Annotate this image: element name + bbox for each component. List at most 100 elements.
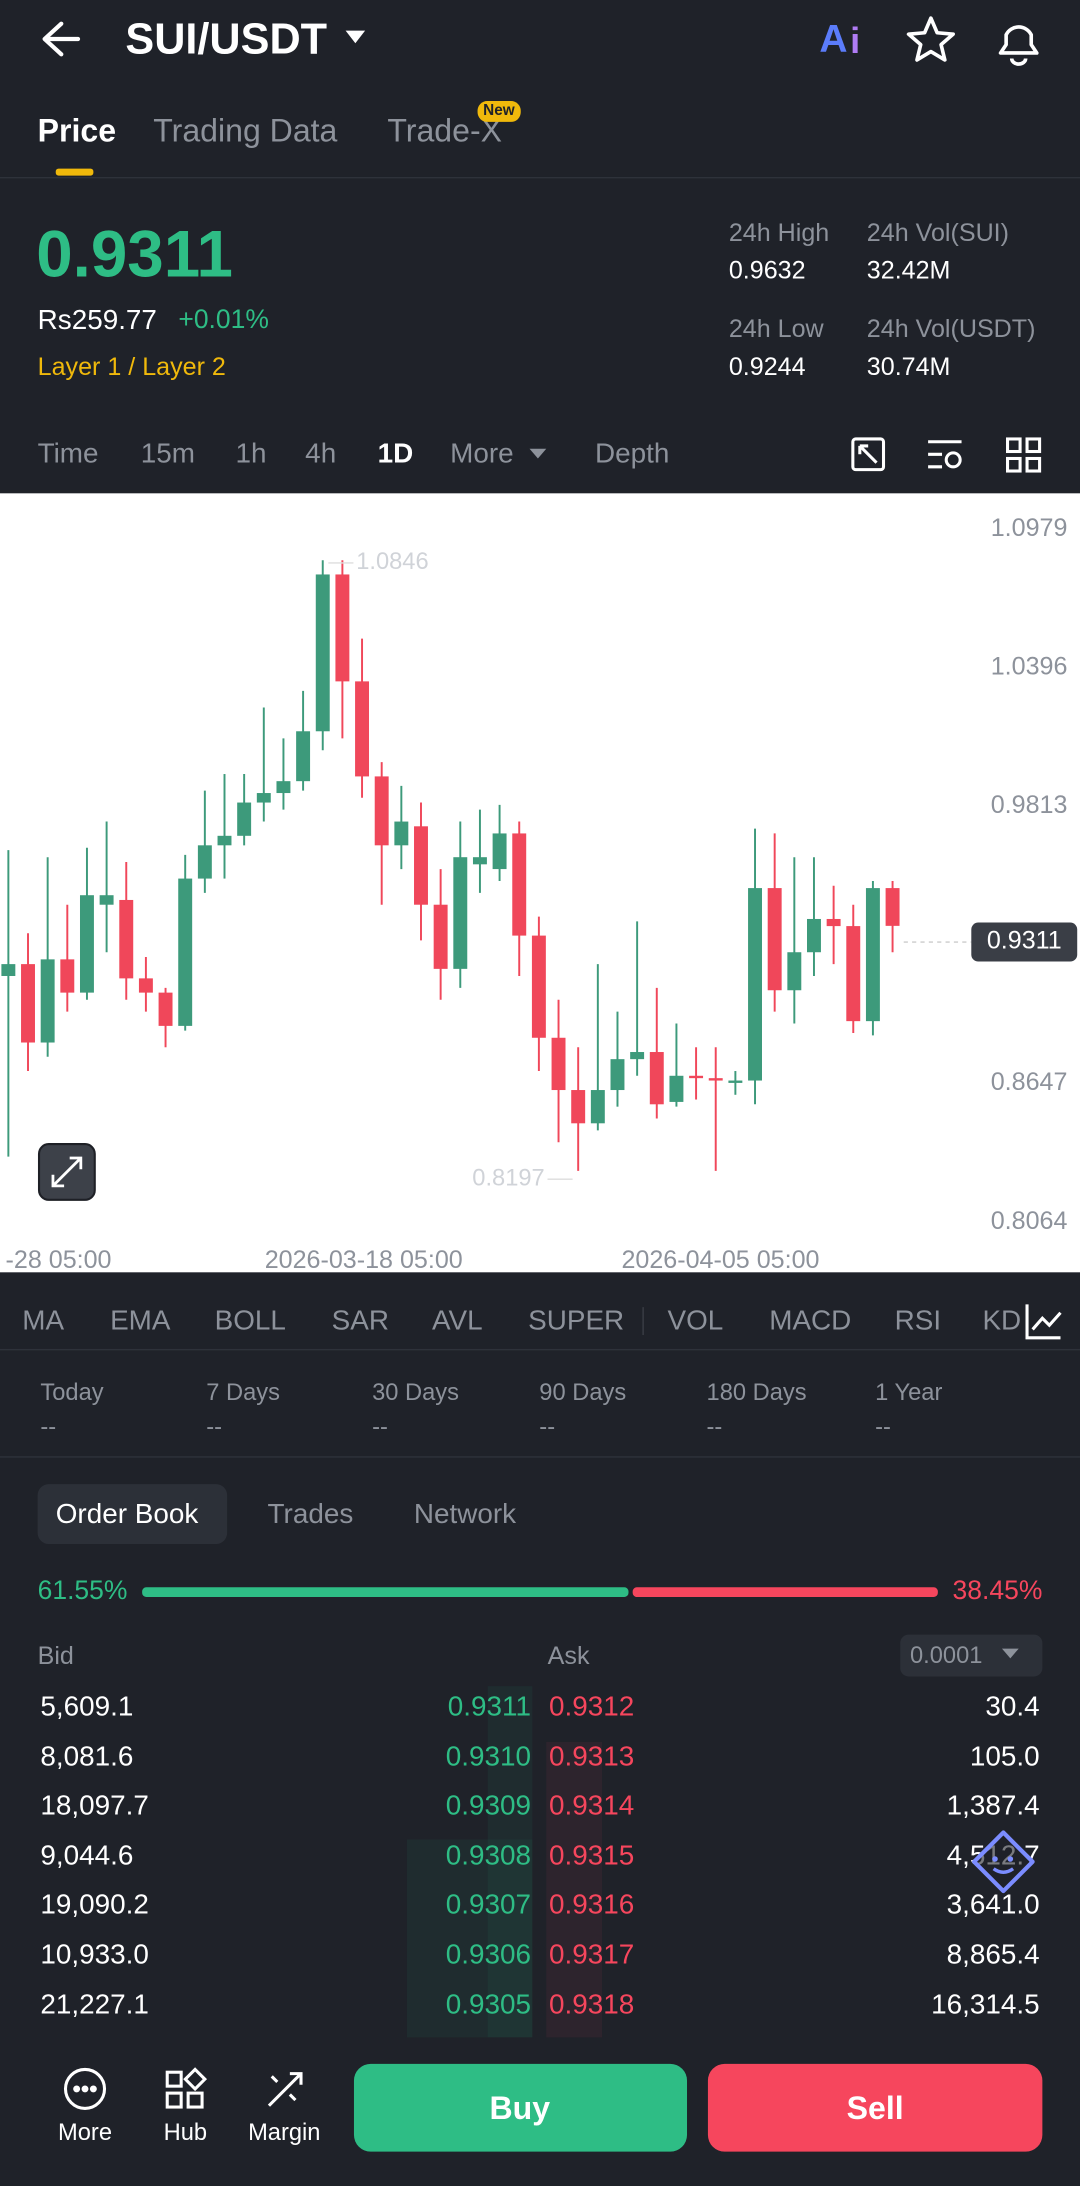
tab[interactable]: Trading Data (153, 112, 338, 149)
margin-icon[interactable] (267, 2072, 303, 2107)
bid-ratio-bar (142, 1587, 630, 1598)
candle-body (571, 1090, 586, 1124)
candle-body (689, 1075, 704, 1079)
hub-icon[interactable] (165, 2067, 208, 2109)
bid-depth (406, 1839, 533, 2038)
more-caret (529, 448, 547, 459)
new-badge: New (477, 101, 521, 122)
timeframe-option[interactable]: 1h (235, 438, 267, 470)
period-value: -- (706, 1413, 723, 1441)
book-tab[interactable]: Order Book (55, 1499, 199, 1531)
y-tick-label: 0.8064 (991, 1207, 1068, 1235)
y-tick-label: 1.0979 (991, 514, 1068, 542)
indicator-tab[interactable]: EMA (110, 1305, 171, 1337)
bid-price: 0.9308 (445, 1840, 531, 1872)
sector-tag[interactable]: Layer 1 / Layer 2 (37, 352, 226, 381)
tab[interactable]: Price (37, 112, 117, 149)
indicator-tab[interactable]: RSI (894, 1305, 942, 1337)
book-tab[interactable]: Trades (267, 1499, 354, 1531)
back-button[interactable] (42, 21, 81, 57)
indicator-tab[interactable]: MACD (769, 1305, 852, 1337)
candle-body (846, 926, 861, 1022)
header-icons: A i (42, 16, 1039, 66)
timeframe-option[interactable]: 1D (377, 438, 414, 470)
nav-icons (63, 2067, 303, 2110)
buy-label[interactable]: Buy (489, 2089, 551, 2126)
bid-price: 0.9306 (445, 1939, 531, 1971)
candle-body (315, 574, 330, 732)
candle-body (256, 793, 271, 803)
x-tick-label: -28 05:00 (6, 1246, 112, 1273)
notification-button[interactable] (998, 25, 1039, 66)
bid-header: Bid (37, 1641, 74, 1670)
buy-button[interactable] (353, 2063, 688, 2152)
ask-price: 0.9313 (549, 1741, 635, 1773)
nav-label[interactable]: More (58, 2118, 112, 2146)
indicator-tab[interactable]: AVL (432, 1305, 483, 1337)
nav-label[interactable]: Hub (163, 2118, 208, 2146)
timeframe-option[interactable]: 4h (305, 438, 337, 470)
indicator-chart-button[interactable] (1021, 1299, 1066, 1344)
indicator-tab[interactable]: KD (982, 1305, 1022, 1337)
candle-body (355, 681, 370, 777)
svg-text:A: A (819, 18, 847, 61)
candle-body (590, 1090, 605, 1124)
ask-quantity: 1,387.4 (946, 1790, 1040, 1822)
favorite-button[interactable] (906, 16, 955, 62)
pair-title[interactable]: SUI/USDT (125, 14, 328, 64)
candle-body (728, 1080, 743, 1083)
timeframe-option[interactable]: More (450, 438, 514, 470)
candle-body (826, 918, 841, 927)
sell-label[interactable]: Sell (846, 2089, 904, 2126)
layout-button[interactable] (1006, 437, 1042, 473)
indicator-tab[interactable]: BOLL (214, 1305, 286, 1337)
ask-quantity: 30.4 (985, 1691, 1040, 1723)
indicator-tab[interactable]: MA (22, 1305, 65, 1337)
low-annotation: 0.8197 (472, 1165, 544, 1191)
ask-quantity: 105.0 (969, 1741, 1040, 1773)
ask-ratio: 38.45% (952, 1576, 1043, 1607)
y-tick-label: 1.0396 (991, 653, 1068, 681)
more-icon[interactable] (63, 2067, 107, 2110)
book-tab[interactable]: Network (413, 1499, 517, 1531)
y-tick-label: 0.8647 (991, 1068, 1068, 1096)
candle-body (158, 992, 173, 1026)
bid-quantity: 10,933.0 (40, 1939, 149, 1971)
indicator-settings-button[interactable] (928, 440, 962, 469)
candlestick-chart[interactable]: 1.0979 1.0396 0.9813 0.8647 0.8064 -28 05:00 2… (0, 493, 1080, 1273)
precision-value[interactable]: 0.0001 (909, 1642, 983, 1669)
drawing-tool-button[interactable] (851, 437, 886, 472)
divider (0, 176, 1080, 179)
precision-selector[interactable] (900, 1634, 1043, 1677)
fullscreen-button[interactable] (37, 1143, 96, 1201)
candle-body (472, 857, 487, 865)
sell-button[interactable] (707, 2063, 1043, 2152)
timeframe-option[interactable]: Depth (595, 438, 670, 470)
candle-body (414, 826, 428, 905)
bid-price: 0.9311 (447, 1691, 531, 1723)
indicator-tab[interactable]: VOL (667, 1305, 724, 1337)
candle-body (197, 845, 212, 879)
period-value: -- (206, 1413, 223, 1441)
candle-body (610, 1059, 625, 1091)
timeframe-option[interactable]: 15m (140, 438, 195, 470)
ai-button[interactable]: A i (819, 18, 860, 61)
candle-body (40, 959, 55, 1043)
bid-quantity: 8,081.6 (40, 1741, 134, 1773)
candle-body (21, 964, 35, 1043)
indicator-tab[interactable]: SAR (331, 1305, 389, 1337)
candle-body (551, 1037, 566, 1091)
stat-value: 30.74M (866, 352, 951, 381)
candle-body (630, 1052, 645, 1060)
bid-depth (487, 1686, 533, 2038)
nav-label[interactable]: Margin (248, 2118, 321, 2146)
divider (0, 1348, 1080, 1351)
timeframe-option[interactable]: Time (37, 438, 99, 470)
indicator-tab[interactable]: SUPER (528, 1305, 625, 1337)
last-price-tag (971, 922, 1078, 962)
last-price: 0.9311 (36, 216, 233, 291)
pair-caret[interactable] (345, 30, 366, 44)
assistant-button[interactable] (967, 1826, 1039, 1898)
candle-body (119, 899, 134, 979)
